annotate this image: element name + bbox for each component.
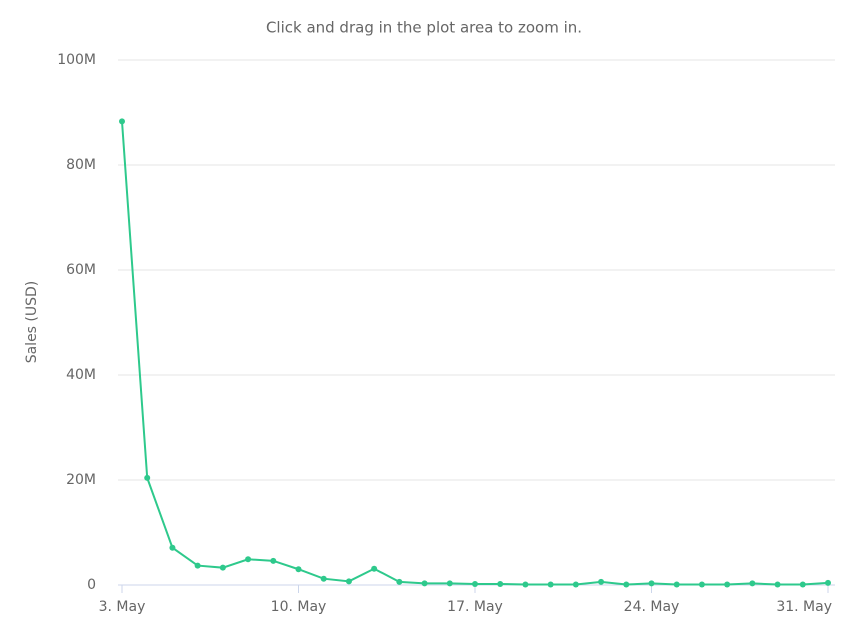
data-point — [724, 581, 731, 588]
data-point — [774, 581, 781, 588]
data-point — [572, 581, 579, 588]
data-point — [673, 581, 680, 588]
data-point — [169, 544, 176, 551]
data-point — [598, 578, 605, 585]
x-tick-label: 10. May — [271, 599, 327, 615]
data-point — [446, 580, 453, 587]
data-point — [698, 581, 705, 588]
y-axis-title: Sales (USD) — [24, 281, 40, 364]
data-point — [522, 581, 529, 588]
data-point — [245, 556, 252, 563]
y-tick-label: 20M — [66, 472, 96, 488]
data-point — [270, 557, 277, 564]
x-tick-label: 31. May — [776, 599, 832, 615]
x-tick-label: 3. May — [99, 599, 146, 615]
data-point — [219, 564, 226, 571]
data-point — [623, 581, 630, 588]
data-point — [371, 565, 378, 572]
data-point — [119, 118, 125, 125]
y-tick-label: 40M — [66, 367, 96, 383]
y-tick-label: 100M — [57, 52, 96, 68]
y-tick-label: 0 — [87, 577, 96, 593]
data-point — [472, 580, 478, 587]
chart-subtitle: Click and drag in the plot area to zoom … — [266, 19, 582, 37]
x-tick-label: 17. May — [447, 599, 503, 615]
data-point — [497, 580, 504, 587]
data-point — [144, 474, 151, 481]
y-tick-label: 80M — [66, 157, 96, 173]
data-point — [825, 579, 831, 586]
x-tick-label: 24. May — [624, 599, 680, 615]
data-point — [648, 580, 655, 587]
y-tick-label: 60M — [66, 262, 96, 278]
data-point — [421, 580, 428, 587]
data-point — [799, 581, 806, 588]
data-point — [194, 562, 201, 569]
data-point — [749, 580, 756, 587]
data-point — [547, 581, 554, 588]
data-point — [295, 566, 302, 573]
data-point — [396, 578, 403, 585]
data-point — [320, 575, 327, 582]
data-point — [345, 578, 352, 585]
